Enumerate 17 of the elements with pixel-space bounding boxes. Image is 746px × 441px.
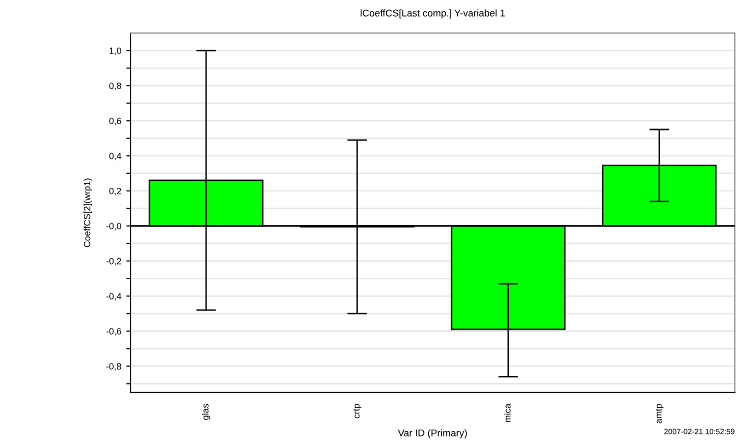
y-tick-label: -0,2 <box>106 258 122 266</box>
y-tick-label: -0,8 <box>106 363 122 371</box>
y-axis-title: CoeffCS[2](wrp1) <box>84 178 92 248</box>
x-tick-label: mica <box>504 404 511 422</box>
x-axis-title: Var ID (Primary) <box>398 429 467 438</box>
y-tick-label: 0,4 <box>109 152 122 160</box>
y-tick-label: 0,8 <box>109 82 122 90</box>
x-tick-label: glas <box>202 404 210 420</box>
y-tick-label: -0,0 <box>106 222 122 230</box>
y-tick-label: -0,6 <box>106 328 122 336</box>
chart-title: lCoeffCS[Last comp.] Y-variabel 1 <box>360 9 505 18</box>
y-tick-label: -0,4 <box>106 293 122 300</box>
y-tick-label: 0,2 <box>109 188 122 196</box>
y-tick-label: 0,6 <box>109 118 122 126</box>
x-tick-label: amtp <box>656 404 664 424</box>
y-tick-label: 1,0 <box>110 48 122 56</box>
x-tick-label: crtp <box>354 404 362 418</box>
